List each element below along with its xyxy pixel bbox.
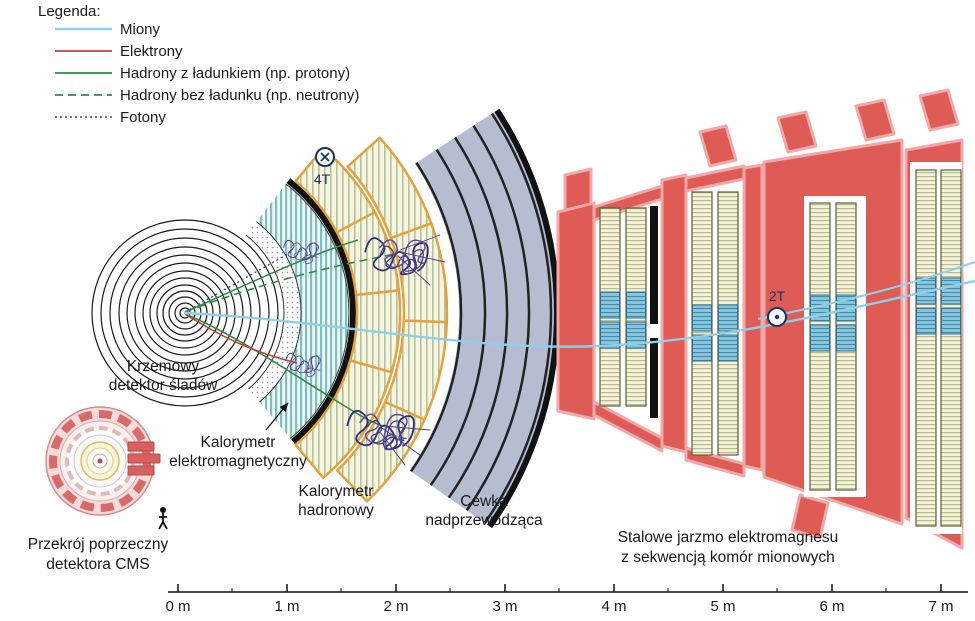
scale-ruler: 0 m 1 m 2 m 3 m 4 m 5 m 6 m 7 m [165,584,968,615]
hcal-label: Kalorymetr [299,483,374,500]
inset-label: detektora CMS [46,556,149,573]
tracker-label: detektor śladów [109,377,218,394]
scale-tick-label: 4 m [601,598,626,615]
scale-tick-label: 0 m [165,598,190,615]
hcal-label: hadronowy [298,502,374,519]
scale-tick-label: 1 m [274,598,299,615]
legend-item-label: Fotony [120,109,166,126]
ecal-preshower-band [245,222,301,402]
silicon-tracker [91,219,279,407]
scale-tick-label: 5 m [710,598,735,615]
scale-tick-label: 3 m [492,598,517,615]
ecal-label: elektromagnetyczny [169,453,307,470]
particle-tracks [183,239,975,427]
ecal-label: Kalorymetr [201,434,276,451]
photon-track [184,250,294,313]
yoke-slab-1 [556,201,596,421]
inset-label: Przekrój poprzeczny [28,536,169,553]
legend-item-label: Miony [120,21,161,38]
superconducting-coil [409,108,560,529]
ecal [245,178,356,444]
yoke-tab [776,110,818,154]
muon-track-2 [757,261,975,320]
neutral-hadron-track [184,253,396,313]
yoke-slab-2a [660,173,688,454]
legend: Legenda: Miony Elektrony Hadrony z ładun… [38,3,359,126]
coil-label: Cewka [460,493,508,510]
legend-title: Legenda: [38,3,101,20]
scale-tick-label: 2 m [383,598,408,615]
tracker-label: Krzemowy [127,358,200,375]
magnetic-field-into-page-icon [315,147,335,167]
component-labels: Krzemowy detektor śladów Kalorymetr elek… [109,358,839,566]
electron-track [184,313,298,364]
scale-tick-label: 6 m [819,598,844,615]
yoke-label: Stalowe jarzmo elektromagnesu [618,529,839,546]
inset-endcap-blocks [127,441,161,476]
legend-item-label: Elektrony [120,43,183,60]
yoke-label: z sekwencją komór mionowych [621,549,835,566]
absorber-bar [650,338,658,418]
charged-hadron-track-up [184,239,359,313]
ecal-crystal-band [255,183,349,439]
charged-hadron-track-down [184,313,383,427]
ecal-pointer-arrow-icon [265,402,289,431]
human-scale-figure [158,507,168,530]
particle-showers [283,234,446,466]
ecal-outer-wall [286,178,356,444]
yoke-tab [698,124,738,168]
absorber-bar [650,206,658,324]
muon-chambers [599,169,962,527]
yoke-tab [854,98,896,142]
muon-track [183,279,975,348]
legend-item-label: Hadrony bez ładunku (np. neutrony) [120,87,359,104]
yoke-tab [790,493,830,540]
legend-item-label: Hadrony z ładunkiem (np. protony) [120,65,350,82]
yoke-slab-2b [742,163,764,472]
coil-label: nadprzewodząca [425,512,543,529]
yoke-tab [918,88,960,132]
cms-inset: Przekrój poprzeczny detektora CMS [28,406,169,573]
scale-tick-label: 7 m [928,598,953,615]
magnetic-field-out-of-page-icon [767,307,787,327]
field-label-4t: 4T [314,171,331,187]
field-label-2t: 2T [769,288,786,304]
